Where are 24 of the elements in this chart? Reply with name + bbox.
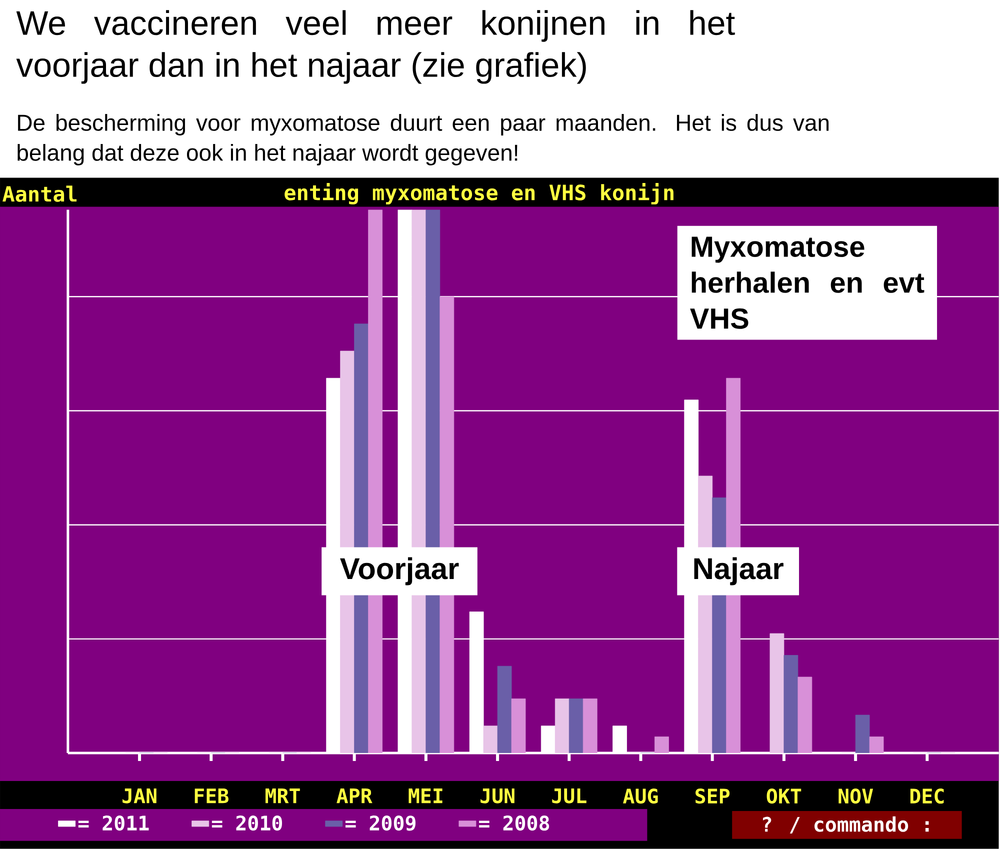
chart-title: We vaccineren veel meer konijnen in het voorjaar dan in het najaar (zie grafiek) (16, 10, 735, 84)
legend-label: = 2009 (345, 816, 416, 831)
chart-subtitle: De bescherming voor myxomatose duurt een paar maanden. Het is dus van belang dat deze ook in het najaar wordt gegeven! (18, 114, 829, 166)
legend-label: = 2011 (78, 816, 149, 831)
annotation: Myxomatose herhalen en evt VHS (690, 236, 924, 329)
x-tick-label: MRT (266, 788, 300, 804)
annotation: Voorjaar (340, 557, 459, 586)
text: enting myxomatose en VHS konijn (284, 183, 674, 204)
x-tick-label: MEI (408, 788, 442, 804)
x-tick-label: NOV (838, 788, 874, 804)
text: ? / commando : (763, 816, 929, 834)
legend-label: = 2010 (212, 816, 282, 831)
annotation: Najaar (694, 557, 784, 586)
x-tick-label: APR (336, 788, 372, 804)
x-tick-label: DEC (910, 788, 944, 804)
x-tick-label: AUG (623, 788, 658, 804)
y-axis-title: Aantal (2, 186, 77, 202)
x-tick-label: JUN (480, 788, 514, 804)
x-tick-label: SEP (696, 788, 730, 804)
x-tick-label: JUL (552, 788, 586, 804)
x-tick-label: OKT (766, 788, 802, 804)
x-tick-label: JAN (122, 788, 156, 804)
x-tick-label: FEB (194, 788, 228, 804)
legend-label: = 2008 (479, 816, 550, 831)
